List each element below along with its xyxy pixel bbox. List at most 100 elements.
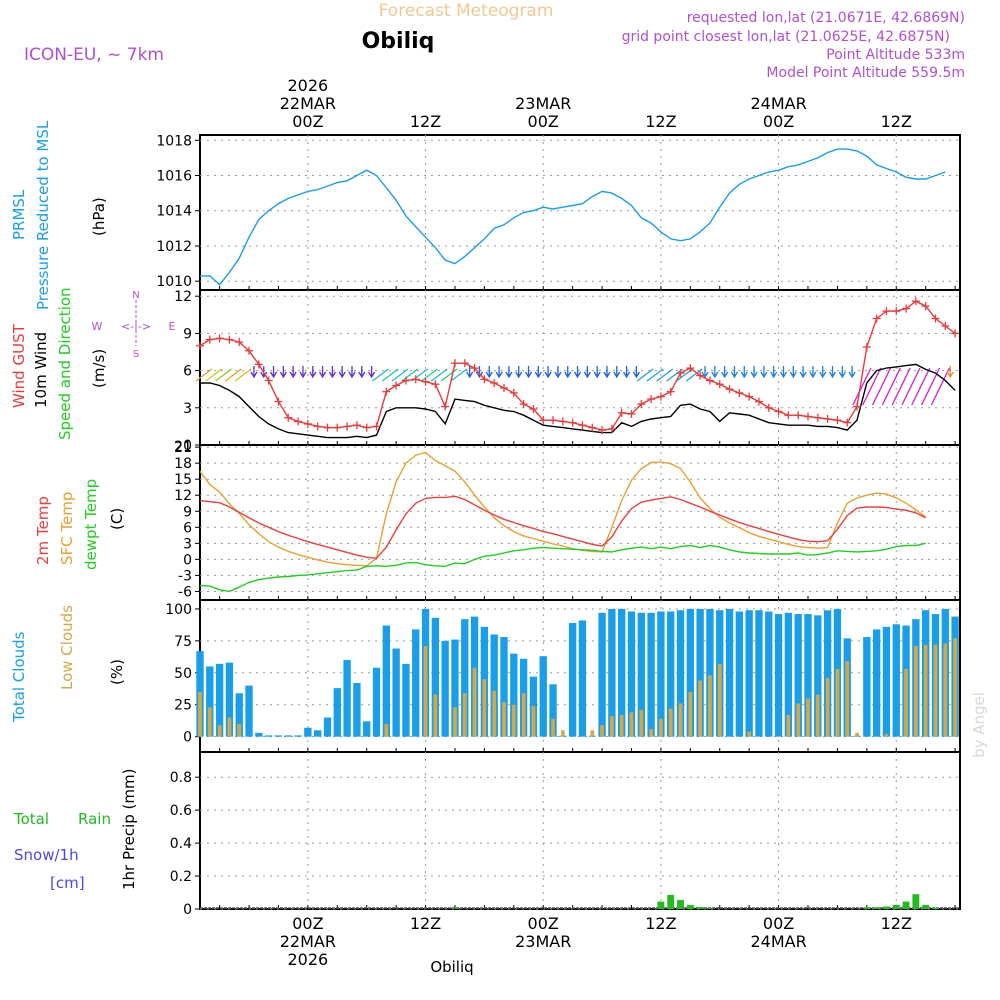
precip-bar <box>863 907 871 909</box>
precip-ytick-label: 0 <box>183 902 192 918</box>
total-cloud-bar <box>765 611 773 737</box>
wind-barb-strong <box>871 367 892 406</box>
total-cloud-bar <box>392 648 400 737</box>
station-name: Obiliq <box>362 29 435 54</box>
wind-arrow-head <box>838 371 846 379</box>
low-cloud-bar <box>492 690 497 737</box>
wind-barb <box>195 368 213 382</box>
bottom-tick-label: 00Z <box>292 914 323 933</box>
wind-arrow-head <box>603 371 611 379</box>
low-cloud-bar <box>639 709 644 737</box>
wind-arrow-head <box>701 371 709 379</box>
low-cloud-bar <box>953 638 957 737</box>
low-cloud-bar <box>511 704 516 737</box>
pressure-label-1: PRMSL <box>10 189 28 240</box>
compass-e: E <box>169 320 176 333</box>
wind-arrow-head <box>760 371 768 379</box>
compass-rose: N S W E <-|-> <box>92 290 176 360</box>
cloud-bars <box>196 608 959 737</box>
temp-ytick-label-top: 21 <box>174 439 192 455</box>
wind-arrow-head <box>368 371 376 379</box>
wind-arrow-head <box>319 371 327 379</box>
wind-10m-line <box>200 363 956 439</box>
low-cloud-bar <box>198 691 202 737</box>
low-cloud-bar <box>747 731 751 737</box>
pressure-line <box>200 148 946 286</box>
total-cloud-bar <box>706 608 714 737</box>
precip-bar <box>873 907 881 909</box>
rain-label: Rain <box>78 810 111 828</box>
wind-barb-strong <box>881 367 901 406</box>
low-cloud-bar <box>923 644 928 737</box>
clouds-ytick-label: 25 <box>174 698 192 714</box>
gridpoint-coords: grid point closest lon,lat (21.0625E, 42… <box>622 29 950 45</box>
low-cloud-bar <box>217 725 222 737</box>
pressure-frame <box>199 134 961 291</box>
wind-arrow-head <box>789 371 797 379</box>
wind-arrow-head <box>632 371 640 379</box>
direction-label: Speed and Direction <box>56 287 74 440</box>
total-cloud-bar <box>490 634 498 737</box>
temp-ytick-label: -6 <box>178 584 192 600</box>
snow-label: Snow/1h <box>14 846 79 864</box>
low-cloud-bar <box>845 661 850 737</box>
sfc-temp-label: SFC Temp <box>58 492 76 565</box>
total-cloud-bar <box>353 683 361 737</box>
total-cloud-bar <box>206 666 214 737</box>
wind-barb-strong <box>930 367 950 406</box>
wind-ytick-label: 12 <box>174 289 192 305</box>
total-cloud-bar <box>627 611 636 737</box>
low-cloud-bar <box>698 680 702 737</box>
compass-s: S <box>133 349 139 360</box>
clouds-ytick-label: 75 <box>174 634 192 650</box>
wind-arrow-head <box>819 371 827 379</box>
low-cloud-bar <box>933 644 938 737</box>
wind-barb-strong <box>901 367 921 406</box>
precip-bar <box>451 908 459 909</box>
low-cloud-bar <box>678 703 683 737</box>
total-cloud-bar <box>235 693 243 737</box>
wind-arrow-head <box>750 371 758 379</box>
total-cloud-bar <box>500 637 508 737</box>
total-cloud-bar <box>294 735 302 737</box>
low-cloud-bar <box>943 643 948 737</box>
wind-arrow-head <box>534 371 542 379</box>
wind-barb <box>421 368 438 382</box>
wind-ytick-label: 3 <box>183 401 192 417</box>
total-cloud-bar <box>598 612 606 737</box>
wind-arrow-head <box>848 371 856 379</box>
precip-bars <box>200 894 960 909</box>
footer-station: Obiliq <box>430 958 473 976</box>
total-label: Total <box>13 810 49 828</box>
wind-unit: (m/s) <box>90 349 108 388</box>
pressure-label-2: Pressure Reduced to MSL <box>34 120 52 310</box>
wind-arrow-head <box>338 371 346 379</box>
top-tick-label: 12Z <box>881 112 912 131</box>
total-cloud-bar <box>333 688 341 737</box>
clouds-ytick-label: 0 <box>183 730 192 746</box>
precip-bar <box>912 894 920 909</box>
compass-n: N <box>132 290 139 301</box>
total-cloud-bar <box>284 735 292 737</box>
temp-ytick-label: 18 <box>174 456 192 472</box>
clouds-ytick-label: 50 <box>174 666 192 682</box>
low-cloud-bar <box>590 730 595 737</box>
snow-cm-label: [cm] <box>50 874 85 892</box>
total-cloud-bar <box>510 653 518 737</box>
wind-arrow-head <box>779 371 788 379</box>
total-cloud-bar <box>823 610 832 737</box>
total-cloud-bar <box>372 667 381 737</box>
wind-barb <box>205 368 223 382</box>
low-cloud-bar <box>423 645 428 737</box>
low-cloud-bar <box>472 667 477 737</box>
low-cloud-bar <box>796 703 801 737</box>
total-cloud-bar <box>215 663 224 737</box>
wind-arrow-head <box>554 371 562 379</box>
wind-barb <box>450 368 468 382</box>
top-tick-label: 12Z <box>410 112 441 131</box>
total-cloud-bar <box>608 608 616 737</box>
total-cloud-bar <box>539 656 547 737</box>
temp-ytick-label: 0 <box>183 552 192 568</box>
low-cloud-bar <box>521 693 526 737</box>
